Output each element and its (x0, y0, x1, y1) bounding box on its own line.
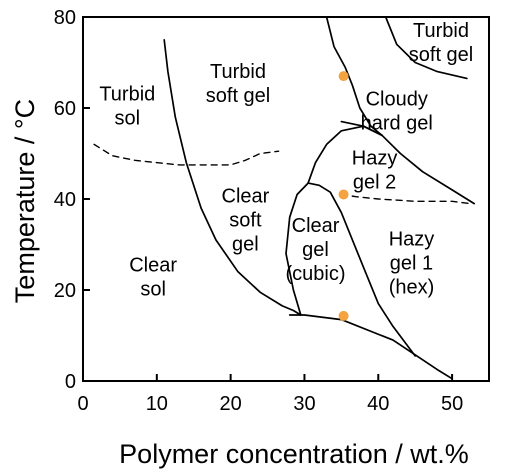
y-tick-label: 0 (65, 371, 76, 393)
y-tick-label: 40 (54, 189, 76, 211)
boundary-cubic-gel-boundary (285, 182, 417, 357)
boundary-turbid-sol-dashed (93, 143, 280, 166)
data-points (338, 71, 349, 321)
region-label-line: Turbid (210, 61, 266, 83)
region-label-line: Hazy (389, 229, 435, 251)
x-tick-label: 0 (77, 393, 88, 415)
region-label-hazy-gel-2: Hazy gel 2 (352, 147, 398, 193)
region-label-line: Clear (292, 215, 340, 237)
region-label-clear-soft-gel: Clear soft gel (222, 185, 270, 255)
region-label-line: soft gel (409, 44, 473, 66)
region-label-line: Clear (129, 254, 177, 276)
x-tick-label: 40 (367, 393, 389, 415)
region-label-line: gel (302, 239, 329, 261)
region-label-line: sol (140, 278, 166, 300)
phase-boundaries (93, 16, 476, 380)
x-tick-label: 20 (220, 393, 242, 415)
region-label-turbid-soft-gel-left: Turbid soft gel (206, 61, 270, 107)
region-label-line: Turbid (413, 20, 469, 42)
region-label-clear-gel-cubic: Clear gel (cubic) (286, 215, 346, 285)
region-label-turbid-soft-gel-right: Turbid soft gel (409, 20, 473, 66)
region-label-line: Hazy (352, 147, 398, 169)
region-label-line: (cubic) (286, 263, 346, 285)
boundary-hazy-gel-2-bottom-dashed (340, 193, 472, 205)
boundary-cloudy-hard-gel-left (325, 16, 383, 137)
y-tick-label: 20 (54, 280, 76, 302)
region-label-line: gel (232, 233, 259, 255)
boundary-turbid-soft-gel-right-boundary (384, 16, 468, 80)
boundary-sol-gel-boundary (163, 38, 453, 380)
region-label-line: hard gel (361, 112, 433, 134)
region-label-hazy-gel-1-hex: Hazy gel 1 (hex) (389, 229, 435, 299)
region-label-line: (hex) (389, 277, 435, 299)
boundary-hazy-gel-2-top (340, 120, 476, 205)
y-tick-label: 60 (54, 98, 76, 120)
region-label-line: soft (229, 209, 262, 231)
region-label-line: Turbid (99, 84, 155, 106)
region-label-turbid-sol: Turbid sol (99, 84, 155, 130)
region-label-line: gel 2 (353, 171, 396, 193)
data-point (338, 71, 349, 82)
x-tick-label: 10 (146, 393, 168, 415)
region-label-line: gel 1 (390, 253, 433, 275)
region-label-line: Cloudy (366, 88, 428, 110)
x-tick-label: 30 (293, 393, 315, 415)
region-label-line: soft gel (206, 85, 270, 107)
data-point (338, 310, 349, 321)
region-label-cloudy-hard-gel: Cloudy hard gel (361, 88, 433, 134)
region-label-line: sol (115, 108, 141, 130)
region-label-line: Clear (222, 185, 270, 207)
x-tick-label: 50 (441, 393, 463, 415)
y-tick-label: 80 (54, 7, 76, 29)
axis-ticks: 0 10 20 30 40 50 0 20 40 60 80 (54, 7, 463, 415)
x-axis-label: Polymer concentration / wt.% (119, 439, 469, 469)
data-point (338, 189, 349, 200)
plot-frame (82, 16, 490, 382)
plot-frame-group (82, 16, 490, 382)
region-label-clear-sol: Clear sol (129, 254, 177, 300)
y-axis-label: Temperature / °C (10, 99, 40, 303)
